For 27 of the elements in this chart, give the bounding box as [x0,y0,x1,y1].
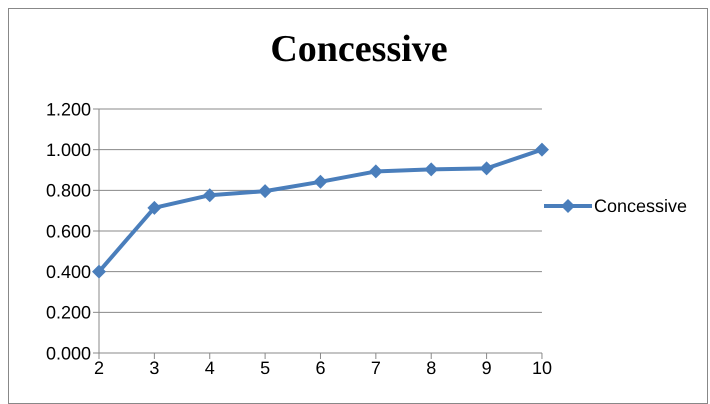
point [534,142,549,157]
y-tick-label: 0.800 [46,180,91,201]
x-tick-label: 8 [426,358,436,378]
x-tick-label: 7 [370,358,381,378]
x-tick-label: 9 [482,358,492,378]
legend-label: Concessive [594,196,687,216]
x-tick-label: 5 [260,358,270,378]
y-tick-label: 0.200 [46,302,91,323]
point [258,184,272,198]
point [313,174,328,189]
chart-title: Concessive [269,27,449,71]
point [92,264,106,279]
point [424,162,438,176]
point [202,188,217,202]
y-tick-label: 0.400 [46,262,91,282]
x-tick-label: 2 [94,358,104,378]
y-tick-label: 0.600 [46,221,91,242]
x-tick-label: 10 [532,358,552,378]
y-tick-label: 1.000 [46,140,91,160]
x-tick-label: 3 [149,358,160,378]
point [480,161,494,176]
y-tick-label: 1.200 [46,99,91,120]
point [147,200,162,215]
point [368,164,383,178]
x-tick-label: 4 [204,358,215,378]
y-tick-label: 0.000 [46,343,91,364]
x-tick-label: 6 [315,358,326,378]
